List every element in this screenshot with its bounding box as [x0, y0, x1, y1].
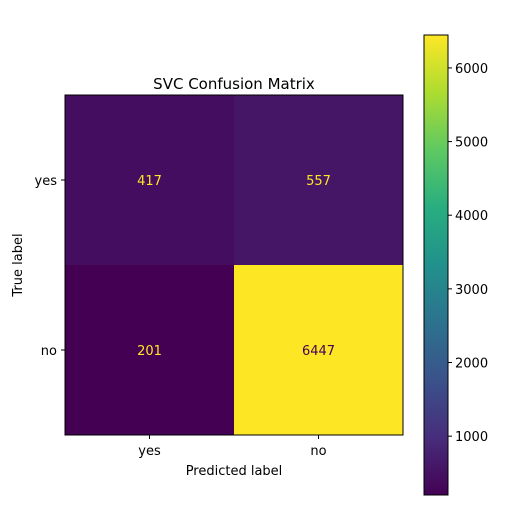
heatmap-cell [65, 265, 234, 435]
cell-value-label: 557 [306, 174, 331, 189]
x-axis-label: Predicted label [186, 464, 283, 479]
y-ticks: yes no [35, 174, 65, 359]
chart-title: SVC Confusion Matrix [153, 75, 315, 93]
y-tick-label: no [41, 344, 57, 359]
y-tick-label: yes [35, 174, 58, 189]
x-tick-label: no [310, 444, 326, 459]
heatmap-cell [65, 95, 234, 265]
colorbar-tick-label: 3000 [455, 283, 488, 298]
colorbar-tick-label: 4000 [455, 209, 488, 224]
colorbar-tick-label: 6000 [455, 62, 488, 77]
colorbar-tick-label: 5000 [455, 136, 488, 151]
colorbar-ticks: 1000 2000 3000 4000 5000 6000 [448, 62, 488, 445]
colorbar-tick-label: 1000 [455, 430, 488, 445]
cell-value-label: 417 [137, 174, 162, 189]
x-tick-label: yes [138, 444, 161, 459]
colorbar [423, 34, 449, 496]
colorbar-tick-label: 2000 [455, 357, 488, 372]
heatmap-cells: 417 557 201 6447 [65, 95, 403, 435]
plot-frame [64, 94, 404, 436]
x-ticks: yes no [138, 435, 327, 459]
y-axis-label: True label [11, 233, 26, 297]
heatmap-cell [234, 95, 403, 265]
cell-value-label: 6447 [302, 344, 335, 359]
heatmap-cell [234, 265, 403, 435]
cell-value-label: 201 [137, 344, 162, 359]
